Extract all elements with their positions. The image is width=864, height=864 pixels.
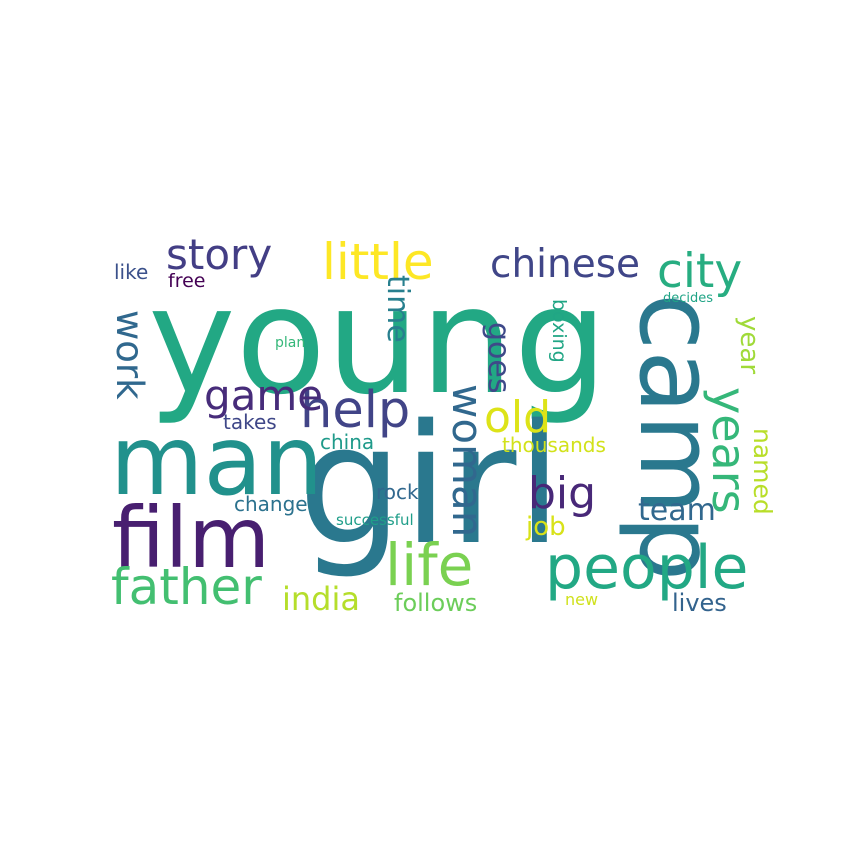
word-man: man: [110, 405, 324, 517]
word-china: china: [320, 430, 375, 454]
word-girl: girl: [298, 389, 563, 581]
word-rock: rock: [376, 480, 419, 504]
word-boxing: boxing: [548, 299, 570, 363]
word-help: help: [300, 381, 411, 440]
word-goes: goes: [481, 322, 516, 394]
word-woman: woman: [443, 384, 492, 538]
word-chinese: chinese: [490, 242, 641, 287]
word-young: young: [148, 255, 608, 427]
word-free: free: [168, 270, 206, 292]
word-story: story: [166, 230, 273, 279]
word-lives: lives: [672, 589, 727, 617]
word-follows: follows: [394, 589, 478, 617]
word-named: named: [748, 428, 777, 515]
word-game: game: [204, 371, 324, 420]
word-thousands: thousands: [502, 433, 606, 457]
word-time: time: [380, 275, 415, 343]
word-father: father: [111, 558, 262, 616]
word-life: life: [385, 531, 474, 599]
word-plan: plan: [275, 335, 306, 351]
word-little: little: [322, 233, 434, 291]
word-like: like: [114, 260, 149, 284]
word-year: year: [734, 316, 764, 375]
word-change: change: [234, 492, 308, 516]
word-job: job: [526, 512, 566, 542]
word-decides: decides: [663, 291, 714, 306]
word-people: people: [545, 533, 749, 603]
word-new: new: [565, 590, 599, 609]
word-successful: successful: [336, 511, 414, 529]
word-work: work: [108, 310, 151, 400]
word-city: city: [657, 244, 743, 299]
word-india: india: [282, 580, 360, 618]
word-film: film: [112, 489, 271, 587]
word-takes: takes: [223, 410, 277, 434]
word-team: team: [638, 493, 716, 528]
word-old: old: [484, 392, 552, 443]
word-big: big: [528, 468, 597, 519]
